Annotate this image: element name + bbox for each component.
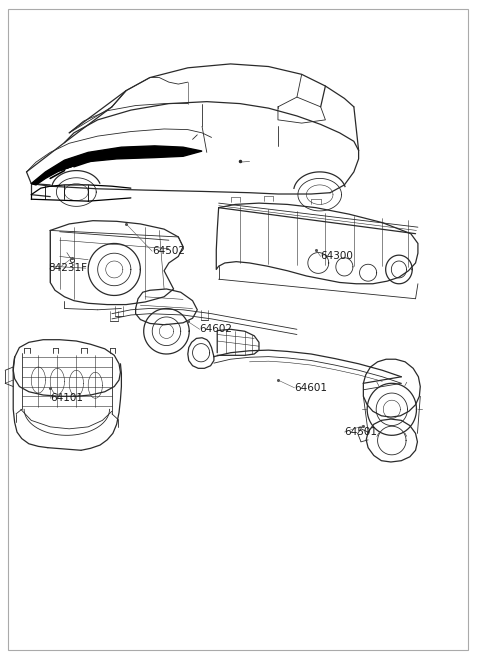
Text: 64101: 64101 (50, 392, 83, 403)
Polygon shape (31, 146, 202, 185)
Text: 64501: 64501 (344, 427, 377, 437)
Text: 64502: 64502 (152, 246, 185, 256)
Text: 64602: 64602 (200, 324, 233, 335)
Text: 84231F: 84231F (48, 263, 87, 273)
Text: 64300: 64300 (321, 251, 354, 262)
Text: 64601: 64601 (295, 383, 327, 393)
